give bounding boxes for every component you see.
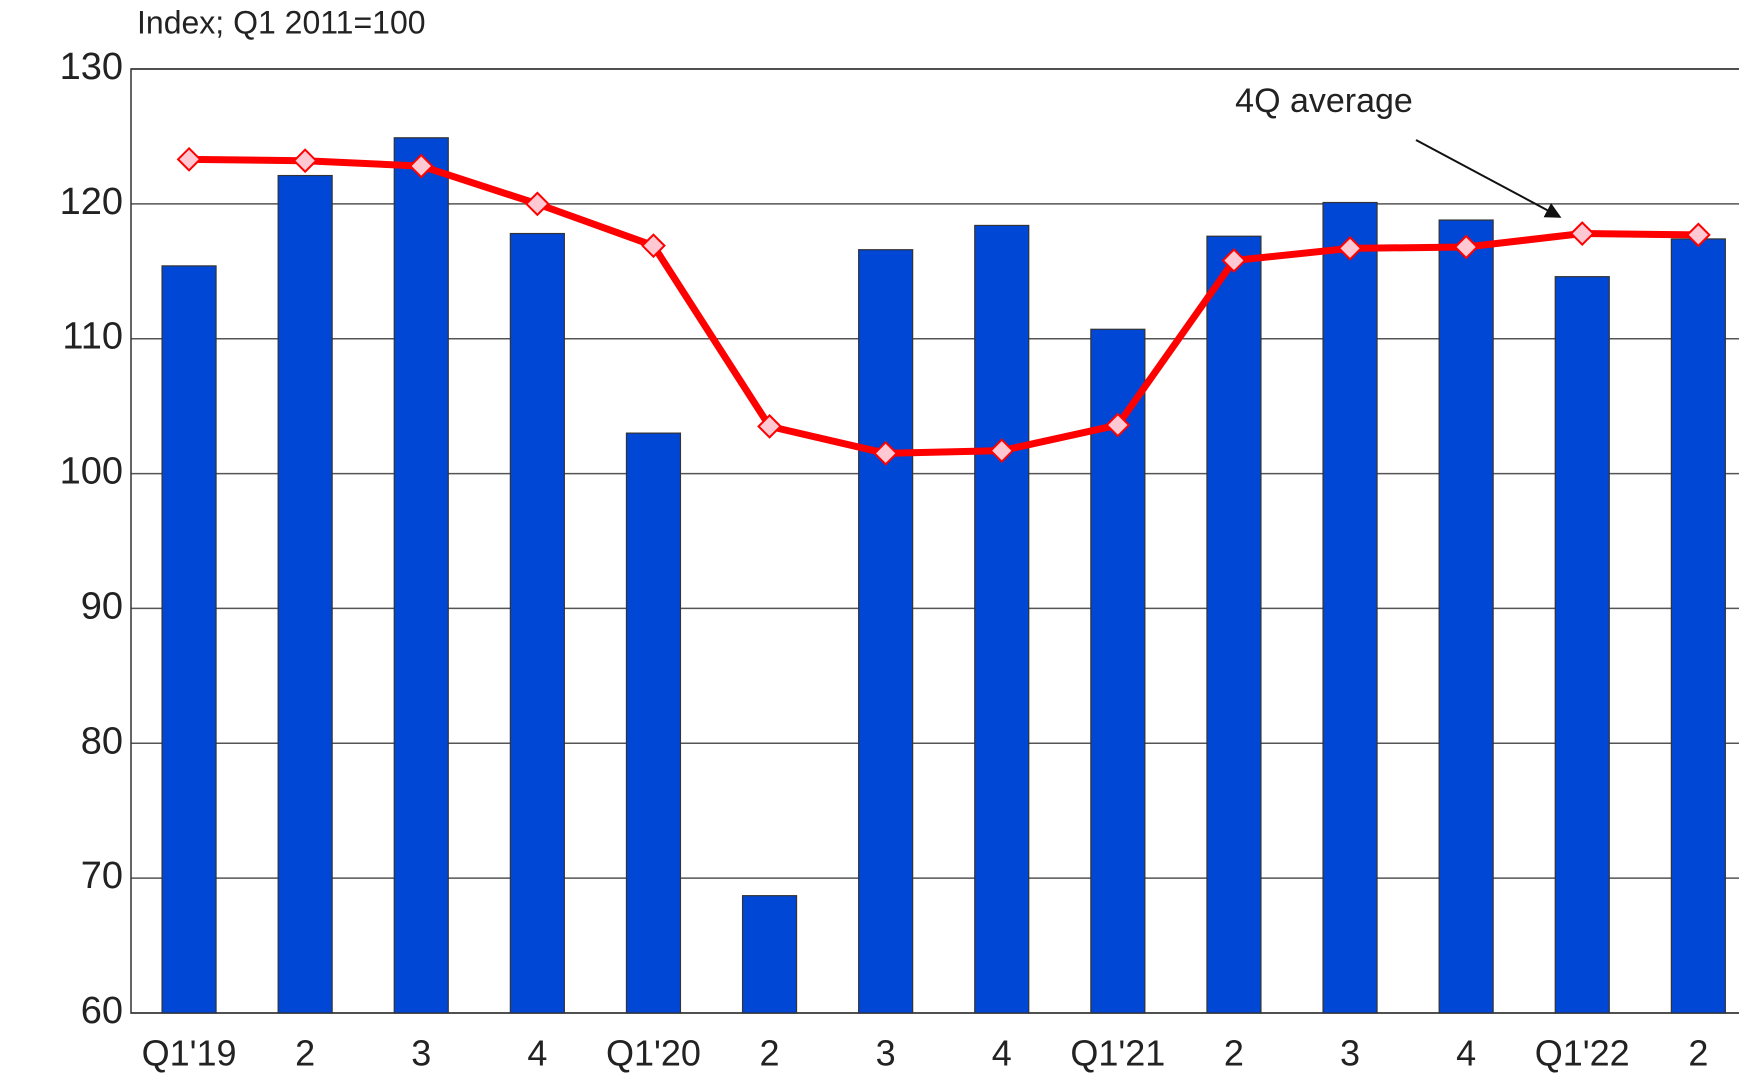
line-marker <box>1569 221 1595 246</box>
annotation: 4Q average <box>1235 82 1413 120</box>
x-tick-label: 4 <box>527 1033 547 1074</box>
line-marker <box>757 413 782 439</box>
bar <box>741 895 798 1014</box>
line-marker <box>408 153 434 179</box>
x-tick-label: 4 <box>1456 1033 1476 1074</box>
bar <box>1670 238 1726 1014</box>
line-marker <box>292 148 318 174</box>
line-marker <box>641 233 666 259</box>
y-tick-label: 80 <box>81 720 123 762</box>
line-marker <box>873 440 899 466</box>
x-tick-label: 3 <box>876 1033 896 1074</box>
y-tick-label: 110 <box>62 316 123 358</box>
line-marker <box>1105 412 1131 438</box>
x-tick-label: 2 <box>1224 1033 1244 1074</box>
y-tick-label: 70 <box>81 855 123 897</box>
bar <box>625 432 682 1014</box>
bar <box>1206 235 1262 1014</box>
bar <box>1438 219 1494 1014</box>
line-marker <box>524 191 550 217</box>
x-tick-label: 2 <box>1688 1033 1708 1074</box>
line-marker <box>1453 234 1479 260</box>
bar <box>858 249 914 1014</box>
annotation-arrow <box>1415 139 1562 218</box>
line-marker <box>1685 222 1711 248</box>
bar <box>161 265 217 1014</box>
x-tick-label: Q1'22 <box>1535 1033 1630 1074</box>
y-tick-label: 90 <box>81 585 123 627</box>
bar <box>393 137 449 1014</box>
line-marker <box>176 146 202 172</box>
line-marker <box>989 438 1015 464</box>
x-tick-label: 2 <box>295 1033 315 1074</box>
x-tick-label: 4 <box>992 1033 1012 1074</box>
x-tick-label: 2 <box>760 1033 780 1074</box>
line-marker <box>1337 235 1363 261</box>
y-tick-label: 100 <box>60 451 123 493</box>
line-marker <box>1221 248 1247 273</box>
bar <box>277 174 333 1014</box>
bar <box>509 232 565 1014</box>
bar <box>1322 201 1378 1014</box>
y-tick-label: 130 <box>60 46 123 88</box>
x-tick-label: Q1'20 <box>606 1033 701 1074</box>
x-tick-label: 3 <box>411 1033 431 1074</box>
bar <box>974 224 1030 1014</box>
y-tick-label: 120 <box>60 181 123 223</box>
bar <box>1090 328 1146 1014</box>
x-tick-label: Q1'21 <box>1070 1033 1165 1074</box>
x-tick-label: Q1'19 <box>142 1033 237 1074</box>
x-tick-label: 3 <box>1340 1033 1360 1074</box>
y-tick-label: 60 <box>81 990 123 1032</box>
line <box>189 155 1699 457</box>
plot-frame <box>130 68 1739 1014</box>
subtitle: Index; Q1 2011=100 <box>137 4 426 40</box>
bar <box>1554 276 1610 1014</box>
